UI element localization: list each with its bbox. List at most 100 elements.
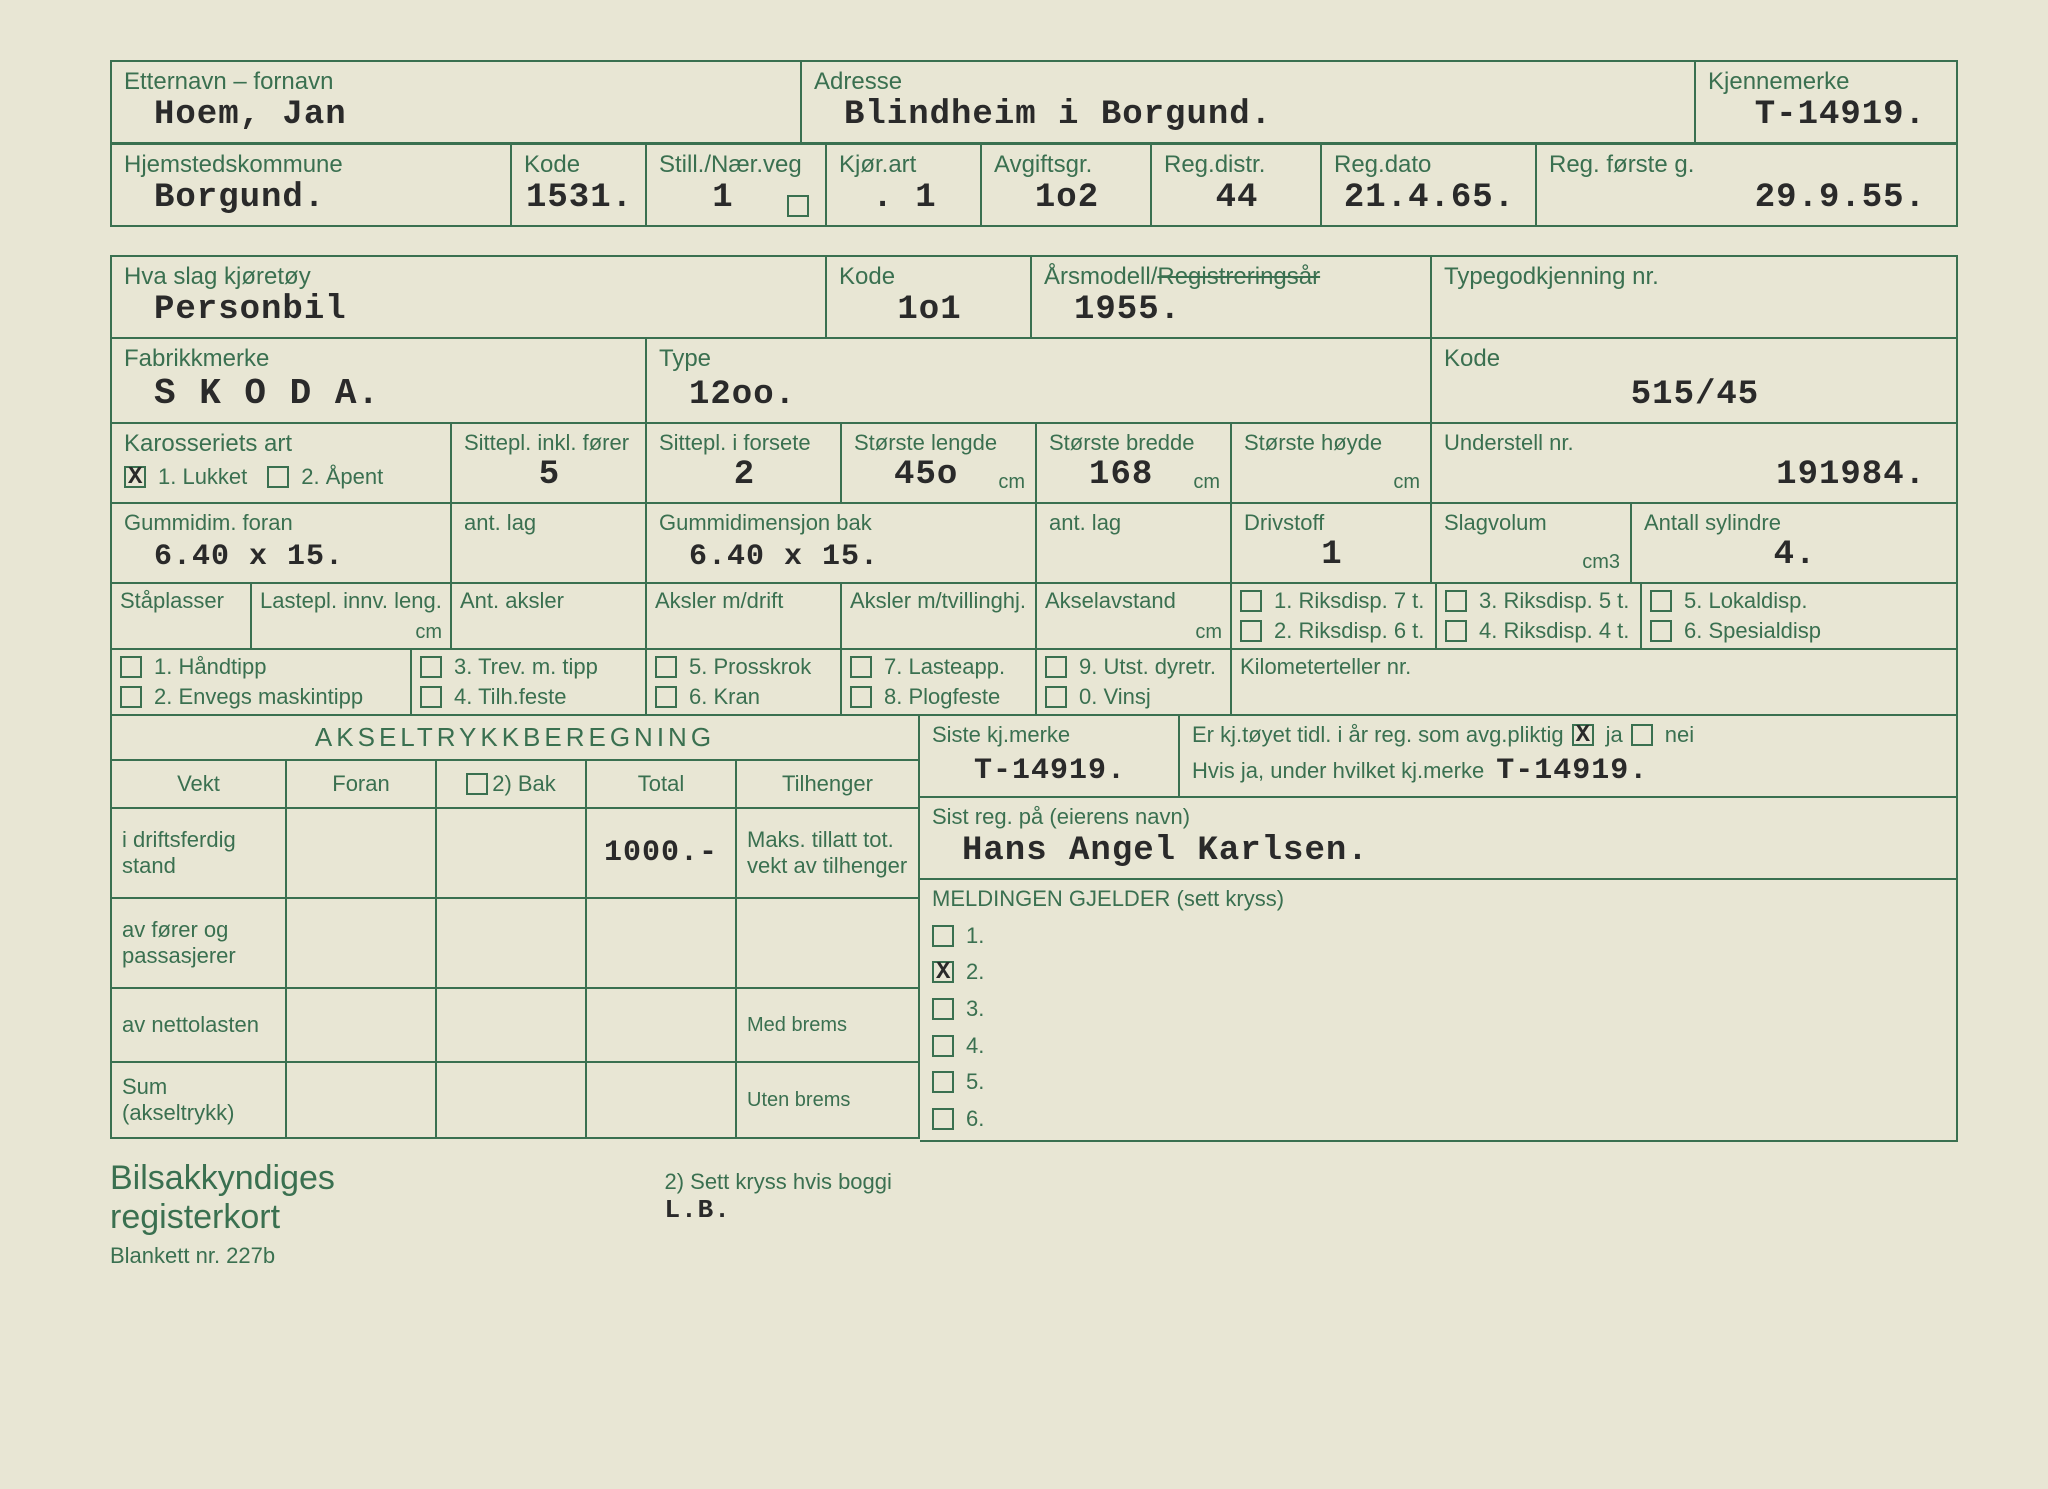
footer: Bilsakkyndiges registerkort Blankett nr.… — [110, 1159, 920, 1269]
value-sittepl: 5 — [464, 456, 635, 494]
value-gummif: 6.40 x 15. — [124, 540, 440, 574]
td-netto-bak — [437, 989, 587, 1061]
label-kode2: Kode — [839, 263, 1020, 291]
aksel-title: AKSELTRYKKBEREGNING — [110, 716, 920, 759]
cell-eq2: 3. Trev. m. tipp 4. Tilh.feste — [412, 650, 647, 714]
checkbox-o6 — [655, 686, 677, 708]
checkbox-r6 — [1240, 620, 1262, 642]
opt-o5: 5. Prosskrok — [689, 654, 811, 680]
value-sistreg: Hans Angel Karlsen. — [932, 832, 1946, 870]
label-akslerdrift: Aksler m/drift — [655, 588, 832, 614]
label-gummib: Gummidimensjon bak — [659, 510, 1025, 536]
checkbox-still — [787, 195, 809, 217]
label-still: Still./Nær.veg — [659, 151, 815, 179]
label-understell: Understell nr. — [1444, 430, 1946, 456]
checkbox-o8 — [850, 686, 872, 708]
opt-m4: 4. — [966, 1033, 984, 1059]
opt-apent: 2. Åpent — [301, 464, 383, 490]
bottom-block: AKSELTRYKKBEREGNING Vekt Foran 2) Bak To… — [110, 716, 1958, 1269]
cell-slag: Hva slag kjøretøy Personbil — [112, 257, 827, 337]
label-siste: Siste kj.merke — [932, 722, 1168, 748]
cell-eq4: 7. Lasteapp. 8. Plogfeste — [842, 650, 1037, 714]
cell-karosseri: Karosseriets art 1. Lukket 2. Åpent — [112, 424, 452, 502]
value-fabrikk: S K O D A. — [124, 373, 635, 414]
opt-r5: 3. Riksdisp. 5 t. — [1479, 588, 1629, 614]
td-med: Med brems — [737, 989, 918, 1061]
footer-title: Bilsakkyndiges registerkort — [110, 1159, 454, 1237]
label-drivstoff: Drivstoff — [1244, 510, 1420, 536]
tr-forer: av fører og passasjerer — [112, 899, 287, 987]
label-bredde: Største bredde — [1049, 430, 1220, 456]
td-forer-foran — [287, 899, 437, 987]
cell-lengde: Største lengde 45ocm — [842, 424, 1037, 502]
label-antlagb: ant. lag — [1049, 510, 1220, 536]
label-typegod: Typegodkjenning nr. — [1444, 263, 1946, 291]
value-hvis: T-14919. — [1496, 754, 1648, 788]
aksel-block: AKSELTRYKKBEREGNING Vekt Foran 2) Bak To… — [110, 716, 920, 1269]
label-address: Adresse — [814, 68, 1684, 96]
row-equipment: 1. Håndtipp 2. Envegs maskintipp 3. Trev… — [110, 648, 1958, 716]
td-drift-foran — [287, 809, 437, 897]
cell-plate: Kjennemerke T-14919. — [1696, 62, 1956, 142]
checkbox-apent — [267, 466, 289, 488]
label-antlagf: ant. lag — [464, 510, 635, 536]
cell-disp2: 3. Riksdisp. 5 t. 4. Riksdisp. 4 t. — [1437, 584, 1642, 648]
unit-cm4: cm — [415, 621, 442, 644]
value-kommune: Borgund. — [124, 179, 500, 217]
checkbox-o9 — [1045, 656, 1067, 678]
cell-eq1: 1. Håndtipp 2. Envegs maskintipp — [112, 650, 412, 714]
th-foran: Foran — [287, 761, 437, 807]
opt-o8: 8. Plogfeste — [884, 684, 1000, 710]
cell-kode2: Kode 1o1 — [827, 257, 1032, 337]
th-bak: 2) Bak — [437, 761, 587, 807]
checkbox-m1 — [932, 925, 954, 947]
row-axles: Ståplasser Lastepl. innv. leng. cm Ant. … — [110, 582, 1958, 648]
value-syl: 4. — [1644, 536, 1946, 574]
td-forer-total — [587, 899, 737, 987]
cell-sistreg: Sist reg. på (eierens navn) Hans Angel K… — [920, 798, 1956, 878]
checkbox-r7 — [1240, 590, 1262, 612]
value-gummib: 6.40 x 15. — [659, 540, 1025, 574]
checkbox-m4 — [932, 1035, 954, 1057]
opt-o9: 9. Utst. dyretr. — [1079, 654, 1216, 680]
label-kode3: Kode — [1444, 345, 1946, 373]
label-kode1: Kode — [524, 151, 635, 179]
row-melding: MELDINGEN GJELDER (sett kryss) 1. 2. 3. … — [920, 878, 1958, 1142]
cell-regforste: Reg. første g. 29.9.55. — [1537, 145, 1956, 225]
row-vehicle-type: Hva slag kjøretøy Personbil Kode 1o1 Års… — [110, 255, 1958, 337]
cell-tidl: Er kj.tøyet tidl. i år reg. som avg.plik… — [1180, 716, 1956, 796]
opt-ja: ja — [1606, 722, 1623, 748]
checkbox-m2 — [932, 961, 954, 983]
value-kjorart: . 1 — [839, 179, 970, 217]
unit-cm1: cm — [998, 471, 1025, 494]
cell-kode: Kode 1531. — [512, 145, 647, 225]
value-regdistr: 44 — [1164, 179, 1310, 217]
cell-akslertv: Aksler m/tvillinghj. — [842, 584, 1037, 648]
footer-note-value: L.B. — [664, 1195, 730, 1225]
opt-spes: 6. Spesialdisp — [1684, 618, 1821, 644]
footer-note-text: 2) Sett kryss hvis boggi — [664, 1169, 891, 1194]
value-forsete: 2 — [659, 456, 830, 494]
label-gummif: Gummidim. foran — [124, 510, 440, 536]
label-akslertv: Aksler m/tvillinghj. — [850, 588, 1027, 614]
row-siste: Siste kj.merke T-14919. Er kj.tøyet tidl… — [920, 716, 1958, 796]
label-staplasser: Ståplasser — [120, 588, 242, 614]
value-still: 1 — [659, 179, 787, 217]
value-bredde: 168 — [1049, 456, 1193, 494]
cell-fabrikk: Fabrikkmerke S K O D A. — [112, 339, 647, 422]
value-address: Blindheim i Borgund. — [814, 96, 1684, 134]
opt-m6: 6. — [966, 1106, 984, 1132]
label-slagvolum: Slagvolum — [1444, 510, 1620, 536]
cell-antlagf: ant. lag — [452, 504, 647, 582]
checkbox-o0 — [1045, 686, 1067, 708]
cell-kode3: Kode 515/45 — [1432, 339, 1956, 422]
registration-card: Etternavn – fornavn Hoem, Jan Adresse Bl… — [0, 0, 2048, 1489]
cell-regdistr: Reg.distr. 44 — [1152, 145, 1322, 225]
checkbox-o2 — [120, 686, 142, 708]
value-siste: T-14919. — [932, 754, 1168, 788]
cell-forsete: Sittepl. i forsete 2 — [647, 424, 842, 502]
value-lengde: 45o — [854, 456, 998, 494]
checkbox-spes — [1650, 620, 1672, 642]
opt-o6: 6. Kran — [689, 684, 760, 710]
unit-cm3: cm — [1393, 471, 1420, 494]
